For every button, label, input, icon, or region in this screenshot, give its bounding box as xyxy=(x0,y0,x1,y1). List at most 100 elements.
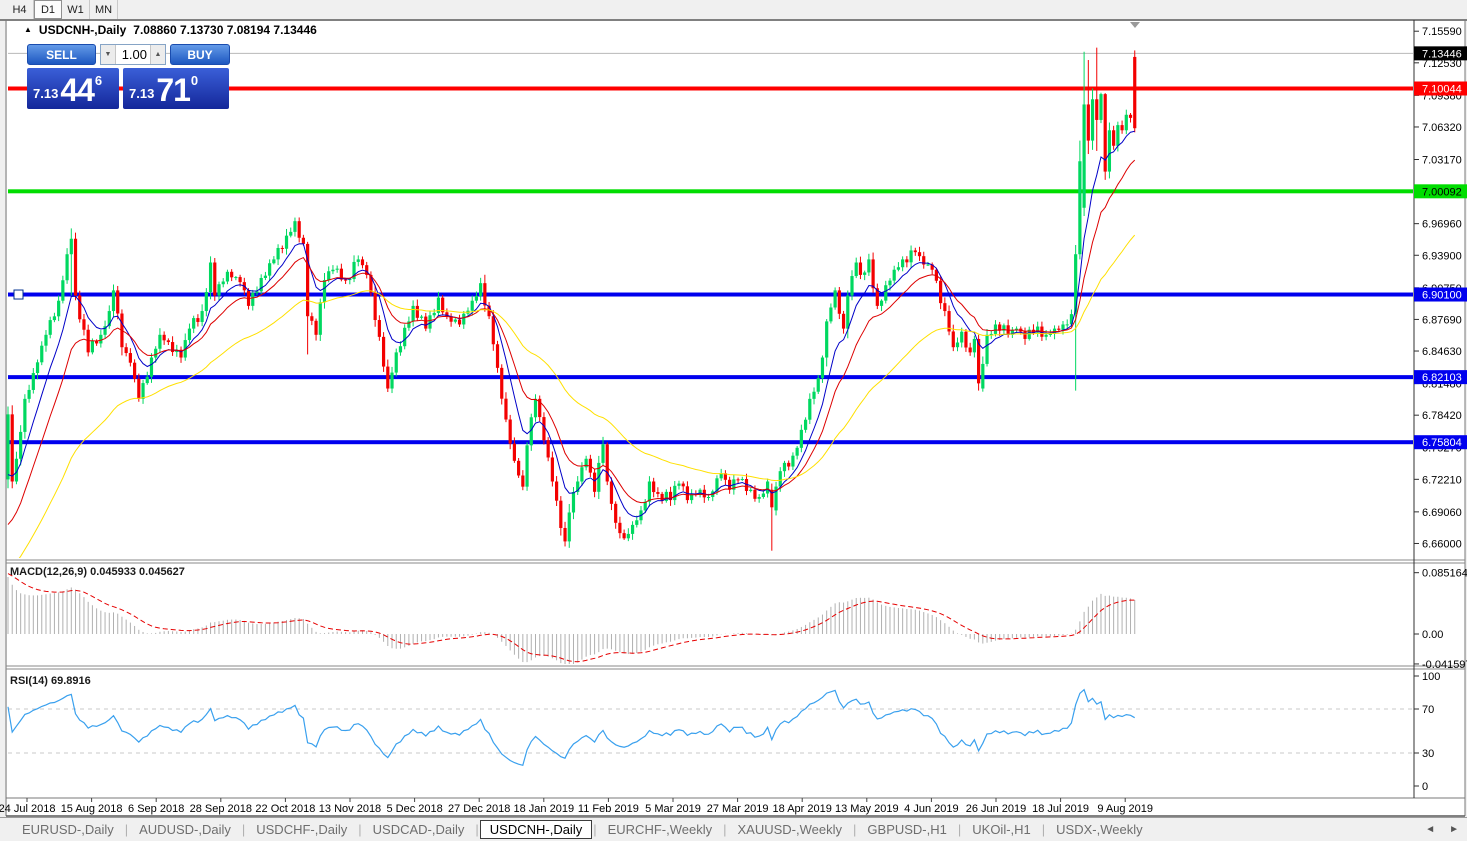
candle-body xyxy=(284,235,289,249)
candle-body xyxy=(495,344,500,368)
candle-body xyxy=(955,342,960,348)
buy-price-button[interactable]: 7.13 71 0 xyxy=(123,68,229,109)
tab-usdcad-daily[interactable]: USDCAD-,Daily xyxy=(372,822,465,837)
timeframe-w1[interactable]: W1 xyxy=(62,0,90,19)
tab-scroll-left-icon[interactable]: ◄ xyxy=(1425,824,1436,835)
date-label: 24 Jul 2018 xyxy=(0,803,55,815)
candle-body xyxy=(449,316,453,322)
candle-body xyxy=(386,366,390,389)
horizontal-line-7.00092[interactable] xyxy=(8,189,1413,194)
candle-body xyxy=(512,443,516,461)
buy-price-big-digits: 71 xyxy=(156,72,191,108)
candle-body xyxy=(533,398,538,418)
timeframe-mn[interactable]: MN xyxy=(90,0,118,19)
candle-body xyxy=(652,481,656,493)
candle-body xyxy=(306,243,310,317)
candle-body xyxy=(879,300,884,306)
shift-end-marker-icon[interactable] xyxy=(1130,22,1140,28)
hline-selection-handle[interactable] xyxy=(13,289,24,300)
candle-body xyxy=(44,334,48,346)
candle-body xyxy=(441,297,445,313)
candle-body xyxy=(1124,114,1128,131)
date-label: 18 Jan 2019 xyxy=(514,803,575,815)
tab-gbpusd-h1[interactable]: GBPUSD-,H1 xyxy=(867,822,947,837)
candle-body xyxy=(917,252,922,257)
tab-audusd-daily[interactable]: AUDUSD-,Daily xyxy=(139,822,231,837)
sell-price-big-digits: 44 xyxy=(60,72,95,108)
volume-decrease-icon[interactable]: ▼ xyxy=(101,45,116,64)
candle-body xyxy=(491,316,495,345)
price-axis-label: 7.06320 xyxy=(1422,122,1462,134)
date-label: 22 Oct 2018 xyxy=(255,803,315,815)
rsi-value: 69.8916 xyxy=(50,675,91,687)
volume-input[interactable] xyxy=(116,45,150,64)
date-label: 28 Sep 2018 xyxy=(190,803,252,815)
tab-usdchf-daily[interactable]: USDCHF-,Daily xyxy=(256,822,348,837)
tab-eurusd-daily[interactable]: EURUSD-,Daily xyxy=(22,822,114,837)
candle-body xyxy=(35,362,40,374)
candle-body xyxy=(825,321,829,358)
candle-body xyxy=(1010,329,1014,335)
candle-body xyxy=(1027,329,1031,339)
candle-body xyxy=(61,280,65,301)
chart-symbol-period: USDCNH-,Daily xyxy=(38,23,127,37)
tab-eurchf-weekly[interactable]: EURCHF-,Weekly xyxy=(607,822,713,837)
collapse-arrow-icon[interactable]: ▲ xyxy=(24,25,32,34)
hline-objects xyxy=(8,52,1413,445)
macd-signal-line xyxy=(7,573,1135,663)
candle-body xyxy=(504,398,508,420)
candle-body xyxy=(981,363,985,389)
candle-body xyxy=(715,478,719,492)
sell-price-button[interactable]: 7.13 44 6 xyxy=(27,68,119,109)
horizontal-line-6.75804[interactable] xyxy=(8,440,1413,445)
timeframe-d1[interactable]: D1 xyxy=(34,0,62,19)
candle-body xyxy=(998,324,1002,331)
candle-body xyxy=(576,481,580,493)
candle-body xyxy=(162,334,166,341)
candle-body xyxy=(331,269,335,272)
candle-body xyxy=(580,467,584,482)
ma-fast-blue xyxy=(7,130,1135,518)
candle-body xyxy=(107,311,111,327)
horizontal-line-6.90100[interactable] xyxy=(8,292,1413,297)
candle-body xyxy=(377,320,381,337)
tab-xauusd-weekly[interactable]: XAUUSD-,Weekly xyxy=(737,822,843,837)
candle-body xyxy=(428,315,432,329)
candle-body xyxy=(909,250,913,263)
candle-body xyxy=(111,290,116,312)
candle-body xyxy=(154,348,158,358)
candle-body xyxy=(217,284,221,296)
candle-body xyxy=(626,533,630,539)
candle-body xyxy=(529,417,533,446)
candle-body xyxy=(947,311,951,332)
candle-body xyxy=(487,305,491,317)
candle-body xyxy=(926,264,930,266)
candle-body xyxy=(1103,94,1107,172)
candle-body xyxy=(352,261,356,280)
candle-body xyxy=(1057,328,1061,330)
candle-body xyxy=(297,221,301,238)
price-axis-label: 6.69060 xyxy=(1422,507,1462,519)
candle-body xyxy=(398,346,403,353)
tab-usdx-weekly[interactable]: USDX-,Weekly xyxy=(1056,822,1143,837)
candle-body xyxy=(234,277,238,279)
candle-body xyxy=(774,486,778,511)
buy-button[interactable]: BUY xyxy=(170,44,230,65)
candle-body xyxy=(10,414,14,482)
tab-ukoil-h1[interactable]: UKOil-,H1 xyxy=(972,822,1031,837)
candle-body xyxy=(192,318,196,329)
candle-body xyxy=(1095,99,1099,120)
horizontal-line-6.82103[interactable] xyxy=(8,375,1413,380)
tab-separator: | xyxy=(957,822,962,837)
chart-ohlc-values: 7.08860 7.13730 7.08194 7.13446 xyxy=(133,23,317,37)
volume-increase-icon[interactable]: ▲ xyxy=(150,45,165,64)
tab-scroll-right-icon[interactable]: ► xyxy=(1449,824,1459,835)
candle-body xyxy=(403,327,407,347)
sell-button[interactable]: SELL xyxy=(27,44,96,65)
tab-usdcnh-daily[interactable]: USDCNH-,Daily xyxy=(479,820,593,839)
timeframe-h4[interactable]: H4 xyxy=(6,0,34,19)
candle-body xyxy=(27,389,31,399)
candle-body xyxy=(436,297,441,313)
candle-body xyxy=(268,263,272,276)
horizontal-line-7.10044[interactable] xyxy=(8,86,1413,91)
